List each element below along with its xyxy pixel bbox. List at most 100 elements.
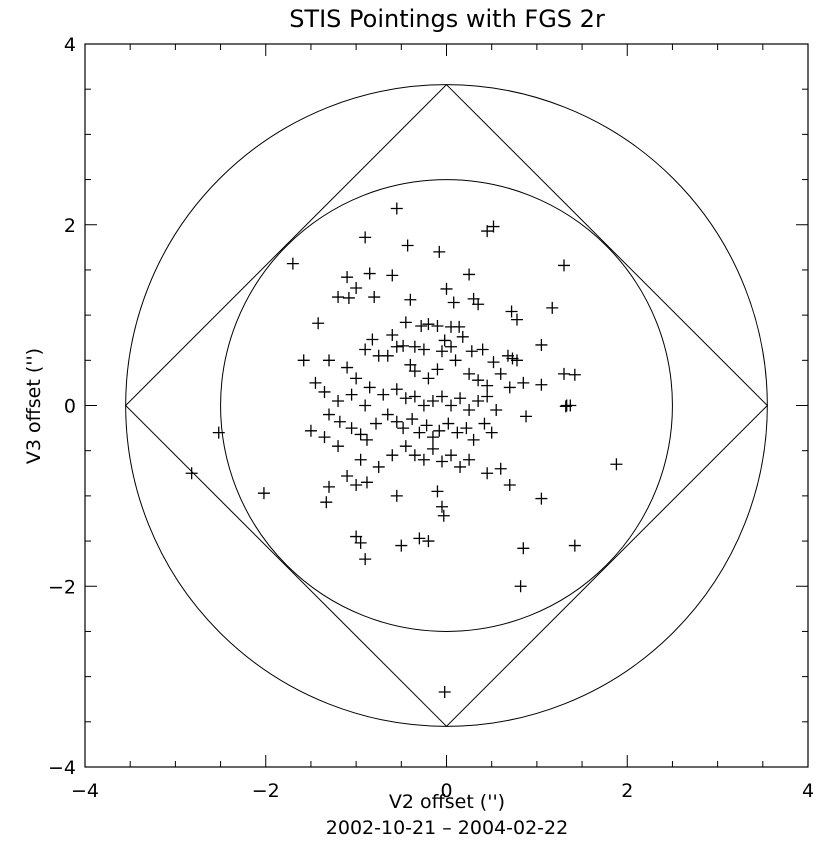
data-point <box>363 267 376 280</box>
data-point <box>442 417 455 430</box>
fgs-diamond <box>124 83 769 728</box>
y-tick-label: 4 <box>64 34 76 56</box>
data-point <box>417 343 430 356</box>
data-point <box>485 426 498 439</box>
data-point <box>359 231 372 244</box>
data-point <box>472 394 485 407</box>
data-point <box>408 449 421 462</box>
data-point <box>360 433 373 446</box>
data-point <box>320 496 333 509</box>
data-point <box>354 453 367 466</box>
y-tick-label: 0 <box>64 396 76 418</box>
data-point <box>487 220 500 233</box>
data-point <box>481 467 494 480</box>
data-point <box>350 282 363 295</box>
data-point <box>363 381 376 394</box>
data-point <box>487 356 500 369</box>
data-point <box>408 365 421 378</box>
data-point <box>390 383 403 396</box>
data-point <box>481 225 494 238</box>
tick-labels: −4 −2 0 2 4 −4 −2 0 2 4 <box>48 34 814 802</box>
data-point <box>406 413 419 426</box>
data-point <box>431 319 444 332</box>
data-point <box>420 419 433 432</box>
data-point <box>386 329 399 342</box>
data-point <box>360 476 373 489</box>
data-point <box>503 479 516 492</box>
data-point <box>481 379 494 392</box>
chart-title: STIS Pointings with FGS 2r <box>289 5 605 33</box>
data-point <box>390 340 403 353</box>
data-point <box>345 388 358 401</box>
data-point <box>517 376 530 389</box>
data-point <box>212 426 225 439</box>
data-point <box>478 417 491 430</box>
data-point <box>510 313 523 326</box>
data-point <box>359 399 372 412</box>
data-point <box>514 580 527 593</box>
data-point <box>297 354 310 367</box>
x-tick-label: −4 <box>71 780 99 802</box>
data-point <box>350 530 363 543</box>
data-point <box>449 354 462 367</box>
data-point <box>399 316 412 329</box>
data-point <box>463 404 476 417</box>
data-point <box>323 408 336 421</box>
data-point <box>472 374 485 387</box>
x-tick-label: 2 <box>621 780 633 802</box>
data-point <box>404 293 417 306</box>
data-point <box>438 685 451 698</box>
data-point <box>503 381 516 394</box>
data-point <box>510 354 523 367</box>
data-point <box>332 394 345 407</box>
data-point <box>546 301 559 314</box>
data-point <box>359 553 372 566</box>
data-point <box>460 422 473 435</box>
data-point <box>451 426 464 439</box>
data-point <box>447 296 460 309</box>
data-point <box>350 372 363 385</box>
data-point <box>401 239 414 252</box>
data-point <box>413 426 426 439</box>
data-point <box>440 282 453 295</box>
data-point <box>557 259 570 272</box>
data-point <box>341 361 354 374</box>
data-point <box>422 372 435 385</box>
inner-circle <box>220 179 673 632</box>
data-point <box>368 291 381 304</box>
data-point <box>342 291 355 304</box>
data-point <box>395 539 408 552</box>
data-point <box>417 453 430 466</box>
data-point <box>433 424 446 437</box>
data-point <box>559 400 572 413</box>
x-tick-label: 0 <box>440 780 452 802</box>
data-point <box>390 489 403 502</box>
y-tick-label: −4 <box>48 757 76 779</box>
data-point <box>520 410 533 423</box>
data-point <box>517 542 530 555</box>
data-point <box>426 442 439 455</box>
data-point <box>354 428 367 441</box>
data-point <box>377 388 390 401</box>
y-axis-label: V3 offset ('') <box>23 348 45 464</box>
data-point <box>505 305 518 318</box>
data-point <box>431 485 444 498</box>
data-point <box>399 392 412 405</box>
data-point <box>465 345 478 358</box>
data-point <box>354 536 367 549</box>
data-point <box>417 399 430 412</box>
data-point <box>435 345 448 358</box>
data-point <box>422 535 435 548</box>
data-point <box>323 480 336 493</box>
data-point <box>454 392 467 405</box>
axis-ticks <box>84 43 809 768</box>
x-axis-label: V2 offset ('') <box>389 791 505 813</box>
data-point <box>433 245 446 258</box>
data-point <box>350 479 363 492</box>
data-point <box>453 320 466 333</box>
data-point <box>332 440 345 453</box>
data-point <box>435 455 448 468</box>
data-point <box>445 340 458 353</box>
data-point <box>309 376 322 389</box>
data-point <box>397 422 410 435</box>
